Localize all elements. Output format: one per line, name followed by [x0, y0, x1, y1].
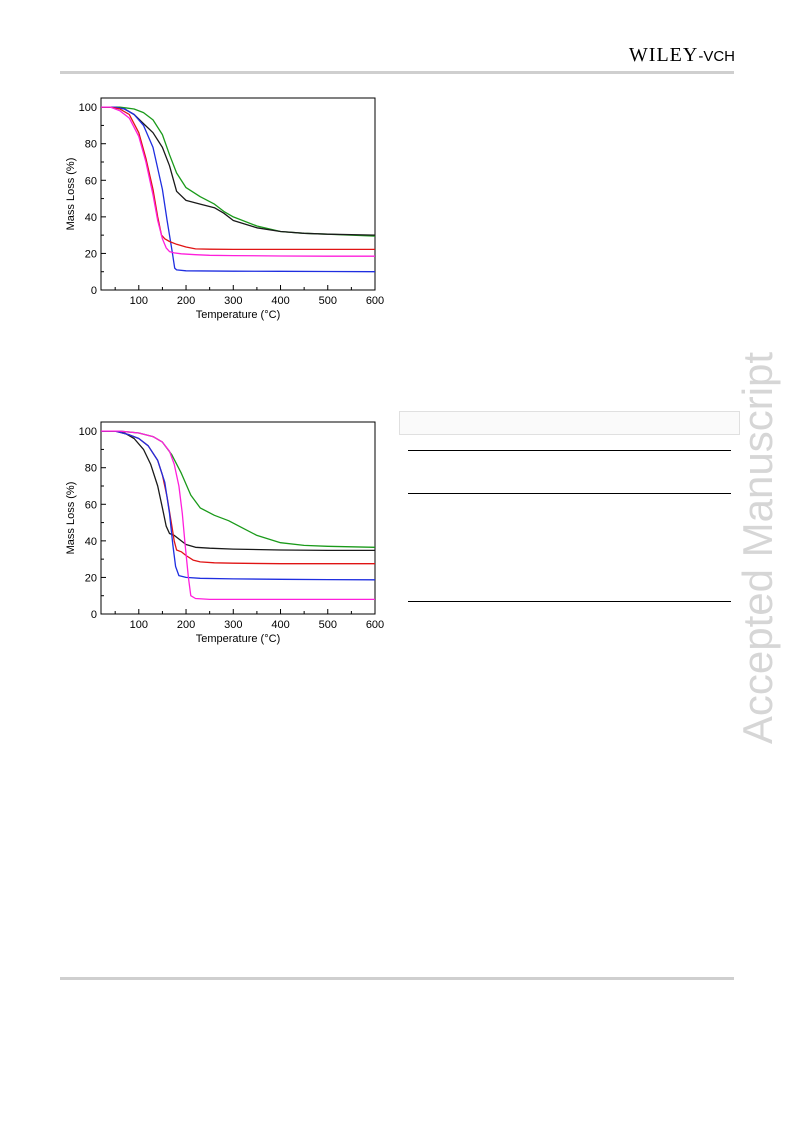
y-tick-label: 80 — [85, 463, 97, 475]
y-tick-label: 0 — [91, 609, 97, 621]
series-line-2 — [101, 106, 376, 236]
series-line-3 — [101, 106, 376, 273]
x-axis-title: Temperature (°C) — [196, 309, 280, 321]
tga-chart-bottom-svg: 100 200 300 400 500 600 0 20 40 60 80 100 Temperatur… — [65, 421, 384, 645]
y-tick-label: 0 — [91, 285, 97, 297]
header-rule — [60, 71, 734, 74]
table-rule-mid — [408, 493, 731, 494]
watermark-text: Accepted Manuscript — [734, 351, 781, 745]
x-tick-label: 200 — [177, 619, 195, 631]
plot-frame — [100, 97, 376, 291]
table-caption-box — [399, 411, 740, 435]
series-line-5 — [101, 106, 375, 257]
x-tick-label: 300 — [224, 295, 242, 307]
y-tick-label: 100 — [79, 426, 97, 438]
series-line-2 — [101, 430, 375, 552]
table-rule-bottom — [408, 601, 731, 602]
x-tick-label: 600 — [366, 619, 384, 631]
x-tick-label: 500 — [319, 619, 337, 631]
logo-suffix: VCH — [703, 48, 735, 65]
footer-rule — [60, 977, 734, 980]
tga-chart-top: 100 200 300 400 500 600 0 20 40 60 80 100 Temperatur… — [60, 92, 385, 352]
series-line-4 — [101, 106, 375, 251]
x-tick-label: 100 — [130, 619, 148, 631]
logo-sep: - — [698, 48, 704, 65]
series-line-4 — [101, 430, 376, 581]
table-rule-top — [408, 450, 731, 451]
x-tick-label: 100 — [130, 295, 148, 307]
x-tick-label: 600 — [366, 295, 384, 307]
x-tick-label: 500 — [319, 295, 337, 307]
x-axis-title: Temperature (°C) — [196, 633, 280, 645]
x-tick-label: 400 — [271, 295, 289, 307]
x-tick-label: 200 — [177, 295, 195, 307]
tga-chart-bottom: 100 200 300 400 500 600 0 20 40 60 80 100 Temperatur… — [60, 416, 385, 676]
y-tick-label: 20 — [85, 248, 97, 260]
series-line-3 — [101, 430, 375, 565]
y-tick-label: 60 — [85, 499, 97, 511]
logo-main: WILEY — [628, 44, 699, 66]
y-axis-title: Mass Loss (%) — [65, 482, 77, 555]
y-axis-title: Mass Loss (%) — [65, 158, 77, 231]
y-tick-label: 20 — [85, 572, 97, 584]
y-tick-label: 60 — [85, 175, 97, 187]
x-tick-label: 400 — [271, 619, 289, 631]
y-tick-label: 40 — [85, 212, 97, 224]
y-tick-label: 100 — [79, 102, 97, 114]
plot-frame — [100, 421, 376, 615]
series-line-5 — [101, 430, 375, 601]
x-tick-label: 300 — [224, 619, 242, 631]
publisher-logo: WILEY-VCH — [629, 44, 735, 67]
y-tick-label: 80 — [85, 139, 97, 151]
series-line-1 — [101, 106, 376, 237]
y-tick-label: 40 — [85, 536, 97, 548]
tga-chart-top-svg: 100 200 300 400 500 600 0 20 40 60 80 100 Temperatur… — [65, 97, 384, 321]
